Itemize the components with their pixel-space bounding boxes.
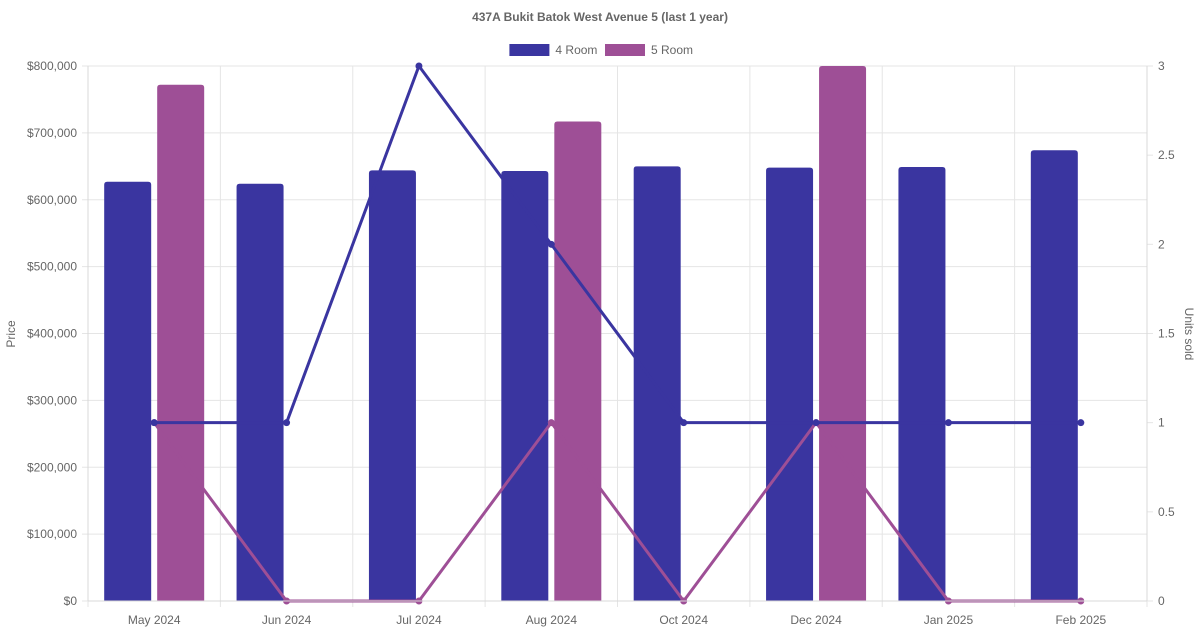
bar-4-room	[1030, 150, 1078, 601]
y-tick-label: $0	[64, 594, 78, 608]
y-tick-label: $800,000	[27, 59, 77, 73]
axis-layer: $0 $100,000 $200,000 $300,000 $400,000 $500,0…	[27, 59, 1175, 627]
legend-swatch	[509, 44, 550, 56]
y-tick-label: $400,000	[27, 327, 77, 341]
x-tick-label: Aug 2024	[526, 613, 578, 627]
legend-item[interactable]: 5 Room	[605, 43, 693, 57]
y2-tick-label: 0.5	[1158, 505, 1175, 519]
legend-label: 5 Room	[651, 43, 693, 57]
units-point-4-room	[812, 419, 820, 427]
bar-5-room	[554, 121, 602, 601]
y-tick-label: $500,000	[27, 260, 77, 274]
y2-axis-label: Units sold	[1182, 308, 1196, 361]
units-point-4-room	[680, 419, 688, 427]
y-tick-label: $700,000	[27, 126, 77, 140]
bar-4-room	[898, 166, 946, 601]
bar-4-room	[633, 166, 681, 601]
x-tick-label: Jun 2024	[262, 613, 312, 627]
x-tick-label: Oct 2024	[659, 613, 708, 627]
bar-5-room	[819, 66, 867, 601]
units-line-4-room	[152, 64, 1083, 425]
bar-4-room	[236, 183, 284, 601]
units-point-5-room	[547, 419, 555, 427]
units-point-4-room	[415, 62, 423, 70]
legend-item[interactable]: 4 Room	[509, 43, 597, 57]
y2-tick-label: 1.5	[1158, 327, 1175, 341]
bar-5-room	[157, 84, 205, 602]
y2-tick-label: 1	[1158, 416, 1165, 430]
bar-4-room	[104, 181, 152, 601]
x-tick-label: Feb 2025	[1055, 613, 1106, 627]
y2-tick-label: 2	[1158, 237, 1165, 251]
y-axis-label: Price	[4, 320, 18, 348]
x-tick-label: Jul 2024	[396, 613, 442, 627]
chart-title: 437A Bukit Batok West Avenue 5 (last 1 y…	[472, 10, 728, 24]
units-point-4-room	[283, 419, 291, 427]
y-tick-label: $600,000	[27, 193, 77, 207]
units-point-4-room	[1077, 419, 1085, 427]
y-tick-label: $100,000	[27, 527, 77, 541]
x-tick-label: Jan 2025	[924, 613, 974, 627]
units-point-4-room	[150, 419, 158, 427]
legend: 4 Room 5 Room	[509, 43, 693, 57]
bar-4-room	[368, 170, 416, 601]
x-tick-label: May 2024	[128, 613, 181, 627]
y2-tick-label: 3	[1158, 59, 1165, 73]
y2-tick-label: 2.5	[1158, 148, 1175, 162]
legend-label: 4 Room	[555, 43, 597, 57]
units-point-4-room	[944, 419, 952, 427]
legend-swatch	[605, 44, 645, 56]
y-tick-label: $200,000	[27, 460, 77, 474]
bar-layer	[104, 66, 1078, 602]
units-point-4-room	[547, 240, 555, 248]
x-tick-label: Dec 2024	[790, 613, 842, 627]
y-tick-label: $300,000	[27, 393, 77, 407]
y2-tick-label: 0	[1158, 594, 1165, 608]
bar-4-room	[501, 170, 549, 601]
bar-4-room	[766, 167, 814, 601]
